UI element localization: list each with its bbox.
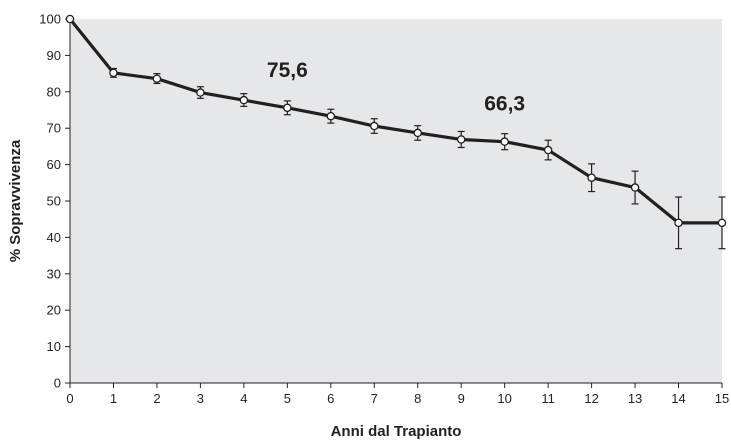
data-points xyxy=(65,14,727,228)
y-tick-label: 40 xyxy=(47,230,61,245)
data-point xyxy=(674,218,683,228)
y-tick-label: 90 xyxy=(47,48,61,63)
x-tick-label: 14 xyxy=(671,391,685,406)
y-tick-label: 20 xyxy=(47,303,61,318)
x-tick-label: 12 xyxy=(584,391,598,406)
x-tick-label: 6 xyxy=(327,391,334,406)
y-tick-label: 30 xyxy=(47,266,61,281)
x-axis-title: Anni dal Trapianto xyxy=(331,423,462,440)
data-point xyxy=(196,88,205,97)
x-tick-label: 13 xyxy=(628,391,642,406)
x-tick-label: 8 xyxy=(414,391,421,406)
data-point xyxy=(283,103,292,113)
series-lines xyxy=(68,17,722,225)
data-point xyxy=(587,173,596,182)
data-point xyxy=(630,183,640,192)
y-tick-label: 10 xyxy=(47,339,61,354)
data-point xyxy=(413,128,422,138)
x-tick-label: 15 xyxy=(715,391,729,406)
data-point xyxy=(239,95,249,105)
y-tick-label: 60 xyxy=(47,157,61,172)
data-point xyxy=(152,74,162,83)
x-tick-label: 0 xyxy=(66,391,73,406)
x-tick-label: 7 xyxy=(371,391,378,406)
data-point xyxy=(500,137,509,146)
x-tick-label: 9 xyxy=(458,391,465,406)
data-point xyxy=(65,14,75,24)
plot-area xyxy=(70,19,722,383)
data-point xyxy=(326,111,336,121)
data-point xyxy=(109,68,118,78)
data-point xyxy=(370,121,379,131)
x-tick-label: 1 xyxy=(110,391,117,406)
y-tick-label: 80 xyxy=(47,84,61,99)
y-tick-label: 50 xyxy=(47,194,61,209)
x-tick-label: 4 xyxy=(240,391,247,406)
value-annotation: 66,3 xyxy=(484,93,525,116)
x-tick-label: 3 xyxy=(197,391,204,406)
y-axis-title: % Sopravvivenza xyxy=(7,139,24,262)
x-tick-label: 11 xyxy=(541,391,555,406)
x-tick-label: 5 xyxy=(284,391,291,406)
value-annotation: 75,6 xyxy=(267,59,308,82)
data-point xyxy=(456,135,466,144)
annotations: 75,6 66,3 xyxy=(267,59,525,116)
data-point xyxy=(717,218,727,228)
survival-line xyxy=(68,17,722,225)
y-ticks: 0 10 20 30 40 50 60 70 80 90 100 xyxy=(39,12,70,391)
y-tick-label: 0 xyxy=(54,376,61,391)
x-ticks: 0 1 2 3 4 5 6 7 8 9 10 11 12 13 14 15 xyxy=(66,383,729,406)
data-point xyxy=(543,145,553,155)
y-tick-label: 100 xyxy=(39,12,61,27)
x-tick-label: 2 xyxy=(153,391,160,406)
y-tick-label: 70 xyxy=(47,121,61,136)
x-tick-label: 10 xyxy=(497,391,511,406)
